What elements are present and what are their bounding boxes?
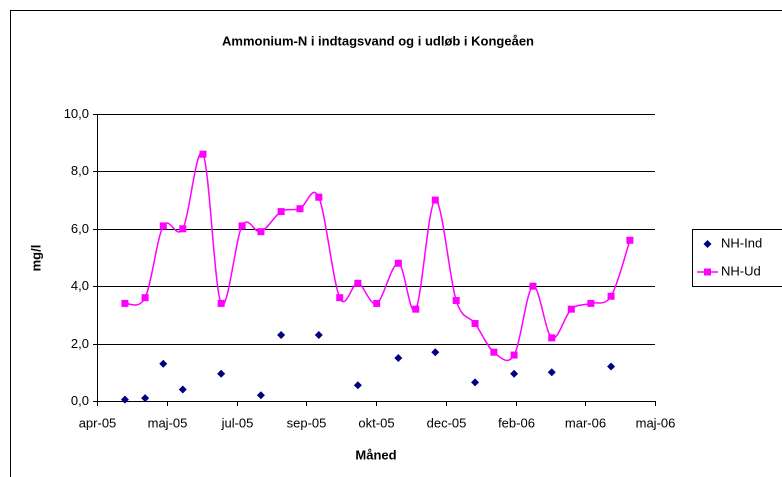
data-point	[471, 320, 479, 328]
y-tick-label: 4,0	[71, 278, 89, 293]
data-point	[217, 369, 226, 378]
data-point	[314, 330, 323, 339]
x-tick-label: okt-05	[358, 415, 394, 430]
x-tick-label: jul-05	[221, 415, 254, 430]
data-point	[256, 391, 265, 400]
data-point	[277, 208, 285, 216]
data-point	[431, 348, 440, 357]
data-point	[353, 381, 362, 390]
x-tick-label: apr-05	[79, 415, 117, 430]
chart-area	[10, 10, 782, 477]
data-point	[607, 362, 616, 371]
data-point	[336, 294, 344, 302]
data-point	[179, 225, 187, 233]
data-point	[238, 222, 246, 230]
data-point	[471, 378, 480, 387]
data-point	[529, 282, 537, 290]
data-point	[159, 222, 167, 230]
data-point	[277, 330, 286, 339]
legend-box	[692, 229, 782, 287]
x-axis-label: Måned	[355, 447, 396, 462]
data-point	[548, 334, 556, 342]
y-axis-label: mg/l	[28, 245, 43, 272]
legend-label: NH-Ud	[721, 263, 761, 278]
data-point	[626, 236, 634, 244]
data-point	[159, 359, 168, 368]
data-point	[547, 368, 556, 377]
x-tick-label: maj-05	[148, 415, 188, 430]
data-point	[120, 395, 129, 404]
data-point	[121, 299, 129, 307]
data-point	[510, 369, 519, 378]
x-tick-label: feb-06	[498, 415, 535, 430]
chart-title: Ammonium-N i indtagsvand og i udløb i Ko…	[222, 33, 534, 48]
y-tick-label: 2,0	[71, 336, 89, 351]
x-tick-label: sep-05	[287, 415, 327, 430]
series-line	[124, 152, 631, 362]
x-tick-label: dec-05	[427, 415, 467, 430]
y-tick-label: 6,0	[71, 221, 89, 236]
legend: NH-Ind NH-Ud	[692, 229, 782, 287]
data-point	[141, 294, 149, 302]
legend-marker	[703, 240, 712, 248]
y-tick-label: 10,0	[64, 106, 89, 121]
data-point	[431, 196, 439, 204]
data-point	[141, 394, 150, 403]
data-point	[452, 297, 460, 305]
data-point	[178, 385, 187, 394]
legend-marker	[704, 268, 711, 276]
data-point	[412, 305, 420, 313]
data-point	[315, 193, 323, 201]
data-point	[510, 351, 518, 359]
data-point	[607, 292, 615, 300]
data-point	[394, 353, 403, 362]
data-point	[394, 259, 402, 267]
x-tick-label: mar-06	[565, 415, 606, 430]
data-point	[354, 279, 362, 287]
legend-label: NH-Ind	[721, 235, 762, 250]
data-point	[217, 299, 225, 307]
data-point	[490, 348, 498, 356]
data-point	[373, 299, 381, 307]
data-point	[567, 305, 575, 313]
data-point	[587, 299, 595, 307]
data-point	[257, 228, 265, 236]
y-tick-label: 8,0	[71, 163, 89, 178]
data-point	[199, 150, 207, 158]
data-point	[296, 205, 304, 213]
x-tick-label: maj-06	[636, 415, 676, 430]
y-tick-label: 0,0	[71, 393, 89, 408]
